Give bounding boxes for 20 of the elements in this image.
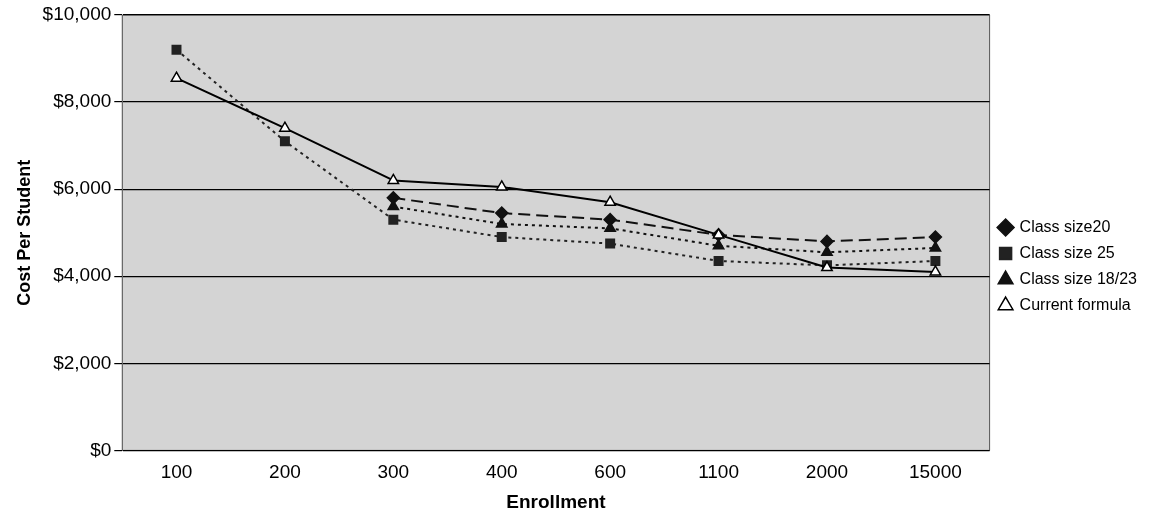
x-tick-label: 300	[377, 461, 410, 483]
legend-label: Current formula	[1019, 295, 1131, 313]
y-tick-label: $2,000	[53, 351, 112, 373]
x-tick-label: 100	[160, 461, 193, 483]
y-axis-title: Cost Per Student	[13, 159, 34, 306]
x-tick-label: 2000	[805, 461, 849, 483]
x-tick-label: 200	[269, 461, 301, 483]
x-tick-label: 600	[594, 461, 626, 483]
y-tick-label: $10,000	[42, 3, 112, 25]
x-tick-label: 400	[485, 461, 518, 483]
x-tick-label: 15000	[908, 461, 962, 483]
x-tick-label: 1100	[698, 461, 739, 483]
y-tick-label: $0	[90, 438, 112, 460]
legend-label: Class size 25	[1019, 243, 1115, 261]
x-axis-title: Enrollment	[506, 490, 607, 512]
legend-label: Class size20	[1019, 217, 1111, 235]
y-tick-label: $8,000	[53, 90, 112, 112]
y-tick-label: $6,000	[53, 177, 112, 199]
legend-label: Class size 18/23	[1019, 269, 1138, 287]
y-tick-label: $4,000	[53, 264, 112, 286]
